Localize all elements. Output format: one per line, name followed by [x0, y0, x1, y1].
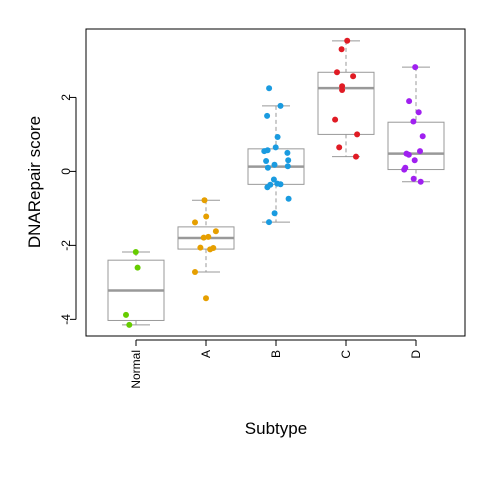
box-c: [317, 40, 375, 158]
y-tick-label: -4: [59, 314, 73, 325]
data-point-b: [264, 164, 271, 171]
data-point-b: [272, 144, 279, 151]
plot-frame: [85, 28, 466, 337]
x-tick-label-d: D: [409, 350, 423, 359]
boxes-layer: [107, 40, 445, 326]
data-point-a: [212, 228, 219, 235]
data-point-b: [264, 112, 271, 119]
data-point-normal: [126, 321, 133, 328]
box-body: [317, 71, 375, 135]
data-point-normal: [123, 311, 129, 318]
x-tick-label-normal: Normal: [129, 350, 143, 389]
data-point-d: [417, 148, 423, 155]
data-point-b: [285, 195, 292, 202]
data-point-c: [338, 46, 345, 53]
x-axis: Normal A B C D: [129, 339, 423, 389]
data-point-c: [336, 144, 343, 151]
data-point-b: [271, 210, 278, 217]
data-point-a: [201, 197, 208, 204]
data-point-a: [200, 234, 207, 241]
data-point-d: [419, 133, 426, 140]
y-axis: -4 -2 0 2: [59, 94, 77, 325]
x-axis-title: Subtype: [245, 419, 307, 438]
data-point-d: [412, 64, 419, 71]
data-point-a: [192, 269, 198, 275]
data-point-a: [207, 246, 214, 253]
data-point-c: [350, 73, 357, 80]
data-point-c: [339, 87, 346, 93]
data-point-b: [264, 184, 271, 191]
y-axis-title: DNARepair score: [25, 116, 44, 248]
data-point-b: [266, 219, 272, 226]
data-point-b: [274, 134, 281, 140]
y-tick-label: 2: [59, 94, 73, 101]
data-point-a: [197, 244, 204, 251]
data-point-normal: [134, 264, 141, 271]
box-normal: [107, 251, 165, 326]
x-tick-label-b: B: [269, 350, 283, 358]
data-point-b: [261, 148, 268, 155]
data-point-d: [411, 157, 418, 164]
data-point-d: [406, 98, 413, 105]
data-point-b: [284, 149, 291, 156]
x-tick-label-c: C: [339, 350, 353, 359]
points-layer: [123, 37, 426, 328]
data-point-a: [203, 295, 209, 302]
y-tick-label: -2: [59, 240, 73, 251]
data-point-d: [410, 118, 417, 125]
data-point-b: [271, 161, 278, 168]
data-point-c: [354, 131, 361, 138]
data-point-a: [203, 213, 210, 220]
data-point-b: [270, 176, 277, 183]
data-point-b: [266, 85, 273, 92]
data-point-d: [410, 175, 417, 182]
box-d: [387, 66, 445, 183]
data-point-c: [344, 37, 351, 44]
data-point-c: [353, 153, 359, 160]
data-point-b: [284, 163, 291, 170]
data-point-d: [415, 109, 422, 116]
y-tick-label: 0: [59, 168, 73, 175]
data-point-b: [285, 157, 292, 164]
data-point-d: [405, 151, 412, 158]
data-point-b: [277, 181, 284, 188]
data-point-a: [205, 233, 212, 240]
data-point-a: [192, 219, 198, 226]
data-point-d: [417, 178, 424, 185]
data-point-c: [332, 116, 339, 123]
data-point-normal: [132, 249, 139, 255]
data-point-c: [334, 69, 340, 76]
box-body: [387, 121, 445, 171]
data-point-b: [277, 102, 284, 109]
data-point-b: [263, 158, 270, 164]
data-point-d: [401, 166, 408, 173]
x-tick-label-a: A: [199, 350, 213, 358]
